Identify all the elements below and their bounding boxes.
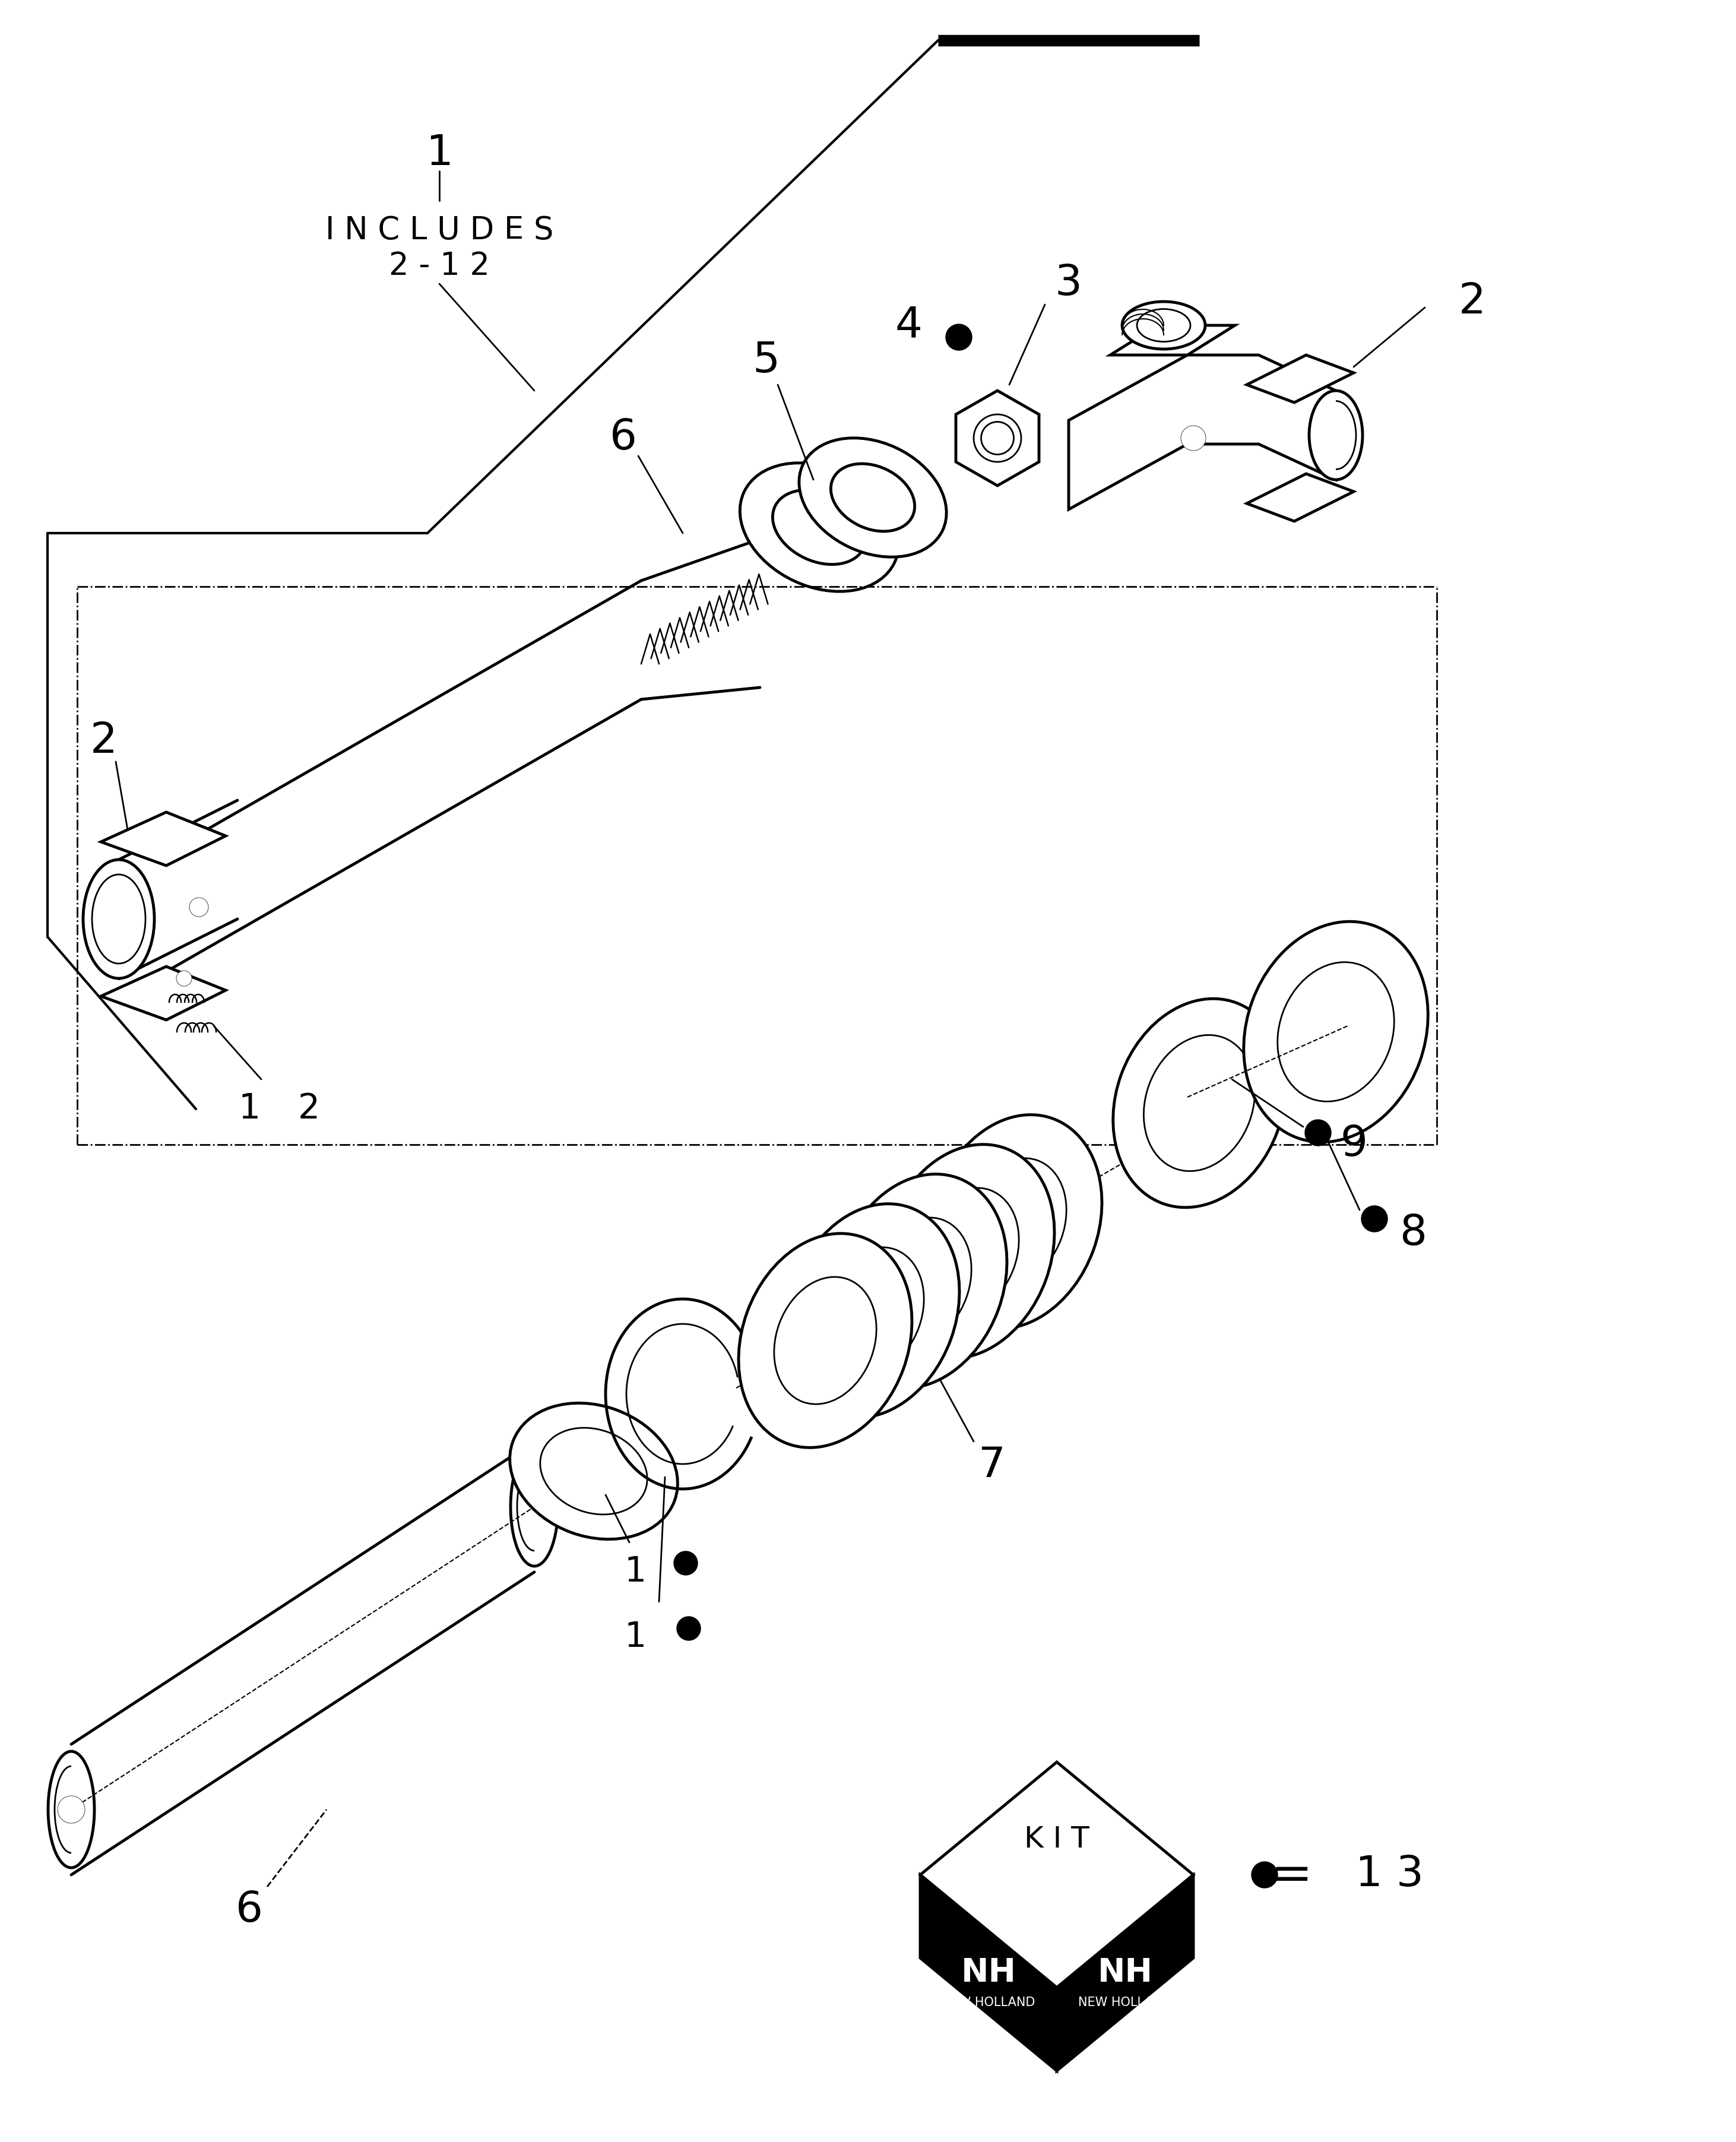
Ellipse shape <box>882 1144 1054 1358</box>
Ellipse shape <box>1243 921 1429 1142</box>
Ellipse shape <box>786 1204 960 1418</box>
Circle shape <box>1361 1206 1387 1232</box>
Text: 2: 2 <box>1458 281 1486 321</box>
Ellipse shape <box>974 413 1021 463</box>
Polygon shape <box>101 966 226 1020</box>
Polygon shape <box>1111 326 1234 356</box>
Text: K I T: K I T <box>1024 1825 1090 1853</box>
Ellipse shape <box>929 1114 1102 1328</box>
Ellipse shape <box>49 1752 94 1868</box>
Text: 1: 1 <box>425 133 453 174</box>
Circle shape <box>674 1551 698 1574</box>
Ellipse shape <box>870 1217 972 1345</box>
Text: 4: 4 <box>894 304 922 345</box>
Ellipse shape <box>1144 1035 1255 1172</box>
Text: 1 3: 1 3 <box>1356 1855 1424 1896</box>
Text: 1: 1 <box>625 1621 646 1654</box>
Polygon shape <box>1057 1874 1193 2071</box>
Text: 2 - 1 2: 2 - 1 2 <box>389 251 490 281</box>
Text: 2: 2 <box>297 1092 319 1127</box>
Text: NEW HOLLAND: NEW HOLLAND <box>1078 1996 1172 2009</box>
Ellipse shape <box>738 1234 911 1448</box>
Polygon shape <box>957 390 1038 486</box>
Ellipse shape <box>799 437 946 557</box>
Text: 6: 6 <box>609 418 637 458</box>
Circle shape <box>677 1617 701 1641</box>
Circle shape <box>1182 426 1205 450</box>
Text: 1: 1 <box>625 1555 646 1589</box>
Text: 3: 3 <box>1055 263 1082 304</box>
Ellipse shape <box>510 1448 557 1566</box>
Polygon shape <box>1246 473 1354 521</box>
Ellipse shape <box>773 491 866 563</box>
Text: 8: 8 <box>1399 1212 1427 1255</box>
Polygon shape <box>920 1763 1193 1988</box>
Ellipse shape <box>917 1189 1019 1315</box>
Text: NEW HOLLAND: NEW HOLLAND <box>943 1996 1035 2009</box>
Ellipse shape <box>1309 390 1363 480</box>
Ellipse shape <box>1113 998 1286 1208</box>
Ellipse shape <box>832 463 915 531</box>
Ellipse shape <box>83 859 155 979</box>
Text: NH: NH <box>1097 1958 1153 1988</box>
Ellipse shape <box>510 1403 677 1540</box>
Ellipse shape <box>774 1277 877 1405</box>
Ellipse shape <box>1121 302 1205 349</box>
Ellipse shape <box>981 422 1014 454</box>
Text: 7: 7 <box>977 1444 1005 1487</box>
Polygon shape <box>1246 356 1354 403</box>
Circle shape <box>177 970 191 985</box>
Polygon shape <box>1069 356 1335 510</box>
Circle shape <box>189 897 208 917</box>
Text: 6: 6 <box>236 1889 262 1930</box>
Ellipse shape <box>963 1159 1066 1285</box>
Ellipse shape <box>833 1174 1007 1388</box>
Polygon shape <box>920 1874 1057 2071</box>
Circle shape <box>946 323 972 351</box>
Polygon shape <box>101 812 226 865</box>
Text: 9: 9 <box>1340 1125 1368 1165</box>
Text: NH: NH <box>962 1958 1016 1988</box>
Ellipse shape <box>740 463 899 591</box>
Text: 1: 1 <box>238 1092 260 1127</box>
Text: 2: 2 <box>90 720 118 760</box>
Ellipse shape <box>1278 962 1394 1101</box>
Text: I N C L U D E S: I N C L U D E S <box>325 214 554 246</box>
Ellipse shape <box>540 1429 648 1514</box>
Circle shape <box>1252 1861 1278 1887</box>
Circle shape <box>59 1797 85 1823</box>
Ellipse shape <box>821 1247 924 1375</box>
Circle shape <box>1305 1120 1332 1146</box>
Text: 5: 5 <box>752 341 779 381</box>
Text: =: = <box>1271 1851 1312 1900</box>
Ellipse shape <box>1137 308 1191 343</box>
